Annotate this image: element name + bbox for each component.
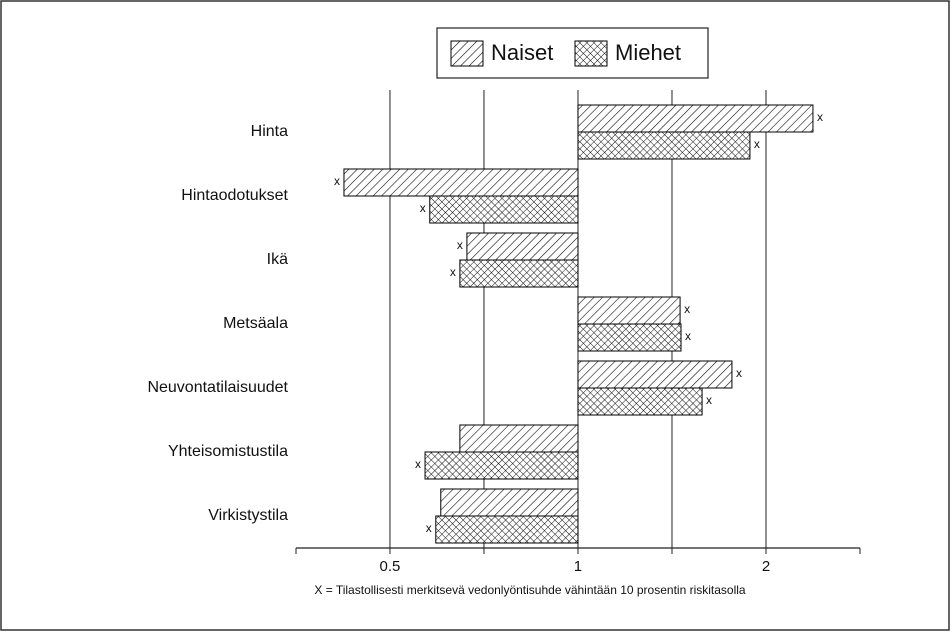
significance-marker: x <box>334 174 340 188</box>
significance-marker: x <box>415 457 421 471</box>
bar <box>577 387 703 416</box>
footnote: X = Tilastollisesti merkitsevä vedonlyön… <box>314 583 746 597</box>
legend-label: Naiset <box>491 40 553 65</box>
legend-swatch <box>574 40 608 67</box>
y-tick-label: Ikä <box>267 251 288 268</box>
x-tick-label: 1 <box>574 558 582 575</box>
x-tick-label: 0.5 <box>380 558 401 575</box>
bar <box>577 323 682 352</box>
significance-marker: x <box>736 366 742 380</box>
bar <box>459 259 579 288</box>
bar <box>343 168 579 197</box>
bar <box>577 104 814 133</box>
significance-marker: x <box>420 201 426 215</box>
significance-marker: x <box>426 521 432 535</box>
bar <box>466 232 579 261</box>
significance-marker: x <box>685 329 691 343</box>
legend-label: Miehet <box>615 40 681 65</box>
significance-marker: x <box>817 110 823 124</box>
bar <box>429 195 579 224</box>
y-tick-label: Neuvontatilaisuudet <box>147 379 288 396</box>
legend-swatch <box>450 40 484 67</box>
bar <box>424 451 579 480</box>
significance-marker: x <box>706 393 712 407</box>
significance-marker: x <box>754 137 760 151</box>
bar <box>577 296 681 325</box>
bar <box>435 515 579 544</box>
bar <box>577 131 751 160</box>
significance-marker: x <box>450 265 456 279</box>
y-tick-label: Yhteisomistustila <box>168 443 288 460</box>
x-tick-label: 2 <box>762 558 770 575</box>
y-tick-label: Virkistystila <box>208 507 288 524</box>
bar <box>459 424 579 453</box>
y-tick-label: Metsäala <box>223 315 288 332</box>
y-tick-label: Hinta <box>251 123 288 140</box>
bar <box>577 360 733 389</box>
significance-marker: x <box>684 302 690 316</box>
bar <box>440 488 579 517</box>
significance-marker: x <box>457 238 463 252</box>
y-tick-label: Hintaodotukset <box>181 187 288 204</box>
